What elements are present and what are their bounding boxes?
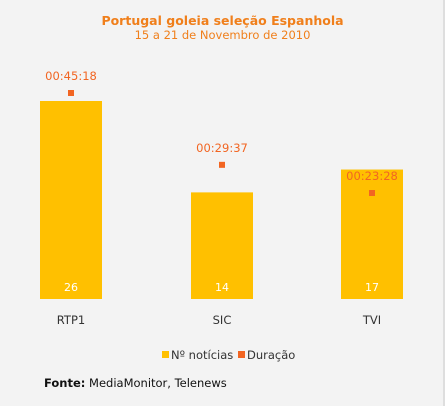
bar-value-label: 14 <box>215 281 229 294</box>
duration-label: 00:23:28 <box>346 169 398 183</box>
duration-marker <box>369 190 375 196</box>
legend-swatch-duracao <box>238 351 245 358</box>
duration-marker <box>68 90 74 96</box>
category-label: RTP1 <box>57 313 85 327</box>
duration-label: 00:45:18 <box>45 69 97 83</box>
duration-label: 00:29:37 <box>196 141 248 155</box>
source-text: MediaMonitor, Telenews <box>85 376 227 390</box>
category-label: TVI <box>362 313 381 327</box>
legend-label-noticias: Nº notícias <box>171 348 233 362</box>
chart-subtitle: 15 a 21 de Novembro de 2010 <box>134 28 311 42</box>
bar-sic <box>191 192 253 299</box>
bar-value-label: 26 <box>64 281 78 294</box>
chart-title: Portugal goleia seleção Espanhola <box>101 13 344 28</box>
bar-rtp1 <box>40 101 102 299</box>
legend-label-duracao: Duração <box>247 348 295 362</box>
source-label: Fonte: <box>44 376 86 390</box>
duration-marker <box>219 161 225 168</box>
bar-value-label: 17 <box>365 281 379 294</box>
category-label: SIC <box>213 313 232 327</box>
bar-tvi <box>341 169 403 299</box>
legend-swatch-noticias <box>162 351 169 358</box>
source-note: Fonte: MediaMonitor, Telenews <box>44 376 227 390</box>
